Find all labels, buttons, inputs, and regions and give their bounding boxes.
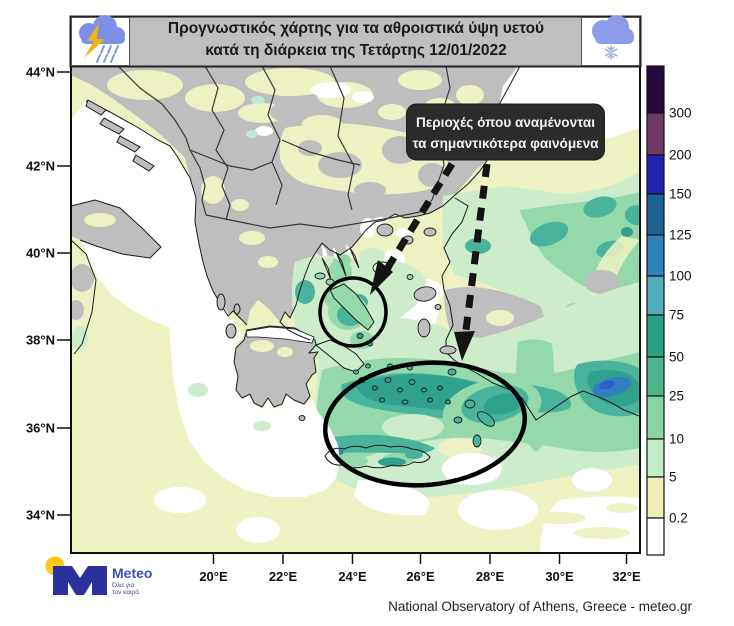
svg-text:25: 25 — [669, 389, 684, 404]
svg-text:Περιοχές όπου αναμένονται: Περιοχές όπου αναμένονται — [416, 115, 595, 130]
svg-text:τον καιρό: τον καιρό — [112, 588, 139, 596]
svg-text:300: 300 — [669, 106, 692, 121]
svg-text:125: 125 — [669, 228, 692, 243]
svg-text:κατά τη διάρκεια της Τετάρτης: κατά τη διάρκεια της Τετάρτης 12/01/2022 — [205, 42, 507, 59]
svg-text:36°N: 36°N — [26, 421, 55, 436]
svg-text:75: 75 — [669, 308, 684, 323]
svg-text:0.2: 0.2 — [669, 511, 688, 526]
svg-text:32°E: 32°E — [612, 569, 641, 584]
svg-text:38°N: 38°N — [26, 333, 55, 348]
svg-text:10: 10 — [669, 432, 684, 447]
svg-text:Meteo: Meteo — [112, 565, 152, 581]
svg-text:34°N: 34°N — [26, 508, 55, 523]
svg-text:5: 5 — [669, 470, 677, 485]
svg-text:National Observatory of Athens: National Observatory of Athens, Greece -… — [388, 599, 692, 614]
svg-text:50: 50 — [669, 350, 684, 365]
svg-text:200: 200 — [669, 148, 692, 163]
svg-text:Προγνωστικός χάρτης για τα αθρ: Προγνωστικός χάρτης για τα αθροιστικά ύψ… — [168, 20, 544, 37]
svg-text:150: 150 — [669, 187, 692, 202]
svg-text:Όλα για: Όλα για — [111, 582, 134, 589]
svg-text:42°N: 42°N — [26, 159, 55, 174]
svg-text:100: 100 — [669, 269, 692, 284]
svg-text:20°E: 20°E — [199, 569, 228, 584]
svg-text:22°E: 22°E — [269, 569, 298, 584]
svg-text:30°E: 30°E — [545, 569, 574, 584]
svg-text:28°E: 28°E — [476, 569, 505, 584]
svg-text:44°N: 44°N — [26, 65, 55, 80]
svg-text:40°N: 40°N — [26, 246, 55, 261]
svg-text:24°E: 24°E — [338, 569, 367, 584]
svg-text:26°E: 26°E — [406, 569, 435, 584]
svg-text:τα σημαντικότερα φαινόμενα: τα σημαντικότερα φαινόμενα — [412, 136, 599, 151]
